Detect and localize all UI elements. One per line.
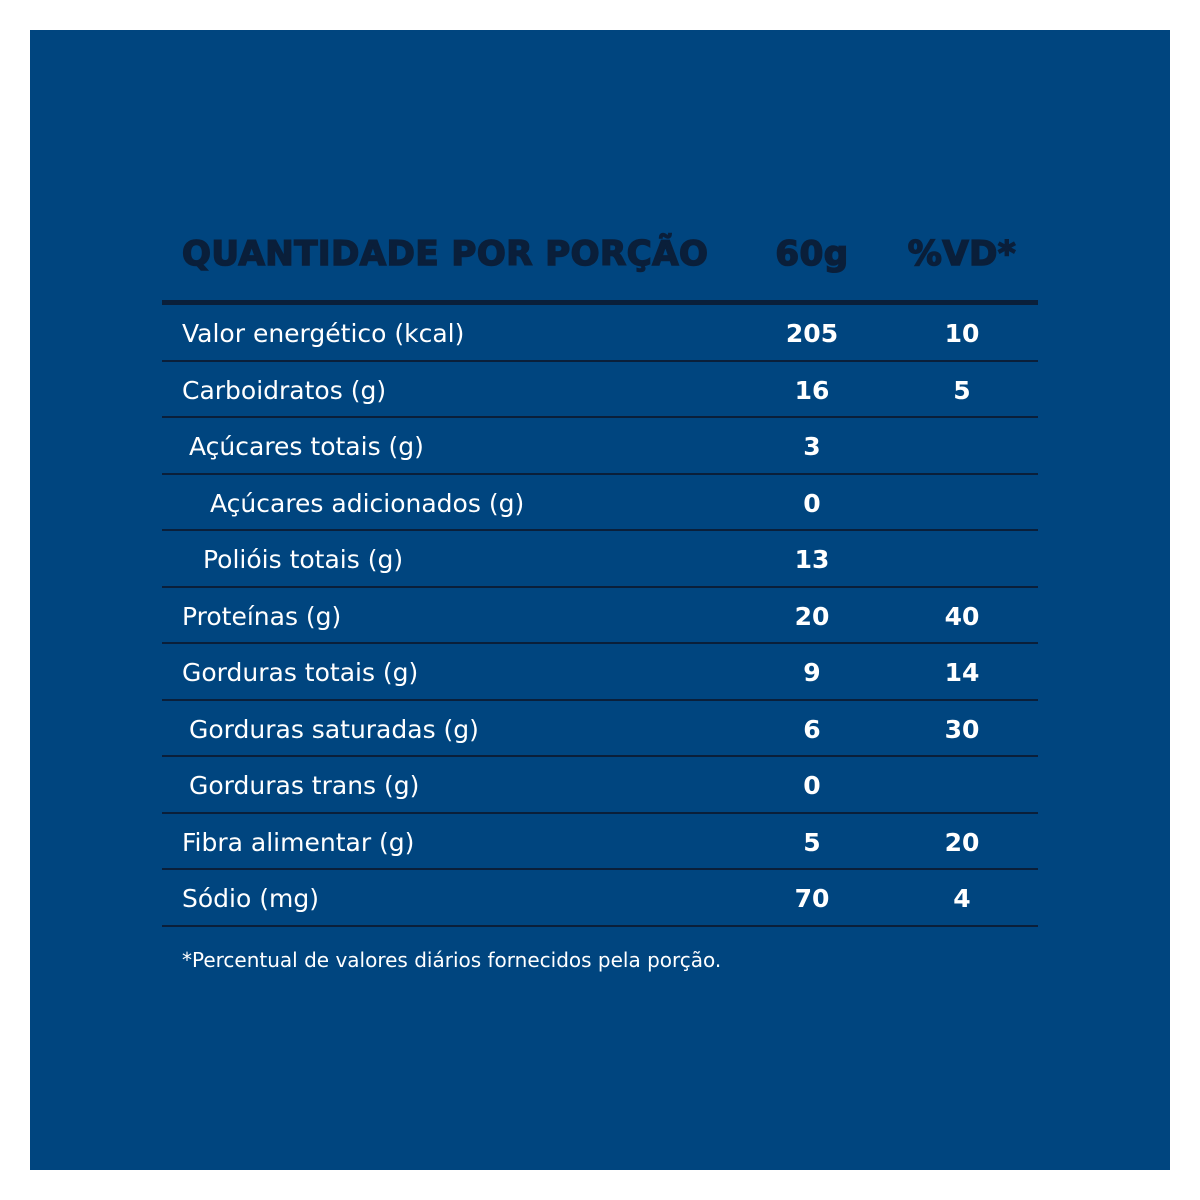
nutrient-daily-value: 14	[944, 658, 980, 687]
nutrition-table: QUANTIDADE POR PORÇÃO 60g %VD* Valor ene…	[162, 230, 1038, 927]
nutrient-label: Carboidratos (g)	[182, 375, 387, 405]
nutrient-label: Açúcares adicionados (g)	[210, 488, 525, 518]
table-header: QUANTIDADE POR PORÇÃO 60g %VD*	[162, 230, 1038, 305]
nutrient-daily-value: 30	[944, 714, 980, 744]
nutrient-portion: 205	[785, 319, 839, 348]
nutrient-portion: 0	[803, 771, 821, 800]
table-row: Carboidratos (g) 16 5	[162, 362, 1038, 418]
header-portion: 60g	[775, 233, 849, 275]
nutrient-portion: 0	[803, 488, 821, 518]
table-row: Fibra alimentar (g) 5 20	[162, 814, 1038, 870]
nutrient-portion: 70	[794, 884, 830, 913]
nutrient-label: Sódio (mg)	[182, 884, 319, 913]
nutrient-daily-value: 10	[944, 319, 980, 348]
nutrient-daily-value: 4	[953, 884, 971, 913]
nutrient-label: Açúcares totais (g)	[189, 432, 424, 461]
nutrient-label: Gorduras trans (g)	[189, 771, 420, 800]
table-row: Açúcares totais (g) 3	[162, 418, 1038, 475]
table-row: Sódio (mg) 70 4	[162, 870, 1038, 927]
table-row: Gorduras trans (g) 0	[162, 757, 1038, 814]
nutrient-label: Proteínas (g)	[182, 601, 342, 631]
table-row: Valor energético (kcal) 205 10	[162, 305, 1038, 362]
nutrient-portion: 5	[803, 827, 821, 857]
footnote: *Percentual de valores diários fornecido…	[182, 948, 722, 972]
nutrient-label: Fibra alimentar (g)	[182, 827, 415, 857]
nutrient-daily-value: 40	[944, 601, 980, 631]
table-row: Polióis totais (g) 13	[162, 531, 1038, 588]
nutrient-label: Gorduras totais (g)	[182, 658, 419, 687]
nutrient-daily-value: 20	[944, 827, 980, 857]
header-label: QUANTIDADE POR PORÇÃO	[181, 233, 709, 275]
nutrient-portion: 9	[803, 658, 821, 687]
nutrient-portion: 3	[803, 432, 821, 461]
nutrition-panel: QUANTIDADE POR PORÇÃO 60g %VD* Valor ene…	[30, 30, 1170, 1170]
header-daily-value: %VD*	[907, 233, 1017, 275]
nutrient-portion: 20	[794, 601, 830, 631]
nutrient-label: Polióis totais (g)	[203, 545, 404, 574]
nutrient-label: Gorduras saturadas (g)	[189, 714, 479, 744]
nutrient-portion: 16	[794, 375, 830, 405]
table-row: Proteínas (g) 20 40	[162, 588, 1038, 644]
nutrient-portion: 13	[794, 545, 830, 574]
nutrient-daily-value: 5	[953, 375, 971, 405]
table-row: Açúcares adicionados (g) 0	[162, 475, 1038, 531]
table-row: Gorduras totais (g) 9 14	[162, 644, 1038, 701]
nutrient-label: Valor energético (kcal)	[182, 319, 465, 348]
nutrient-portion: 6	[803, 714, 821, 744]
table-row: Gorduras saturadas (g) 6 30	[162, 701, 1038, 757]
